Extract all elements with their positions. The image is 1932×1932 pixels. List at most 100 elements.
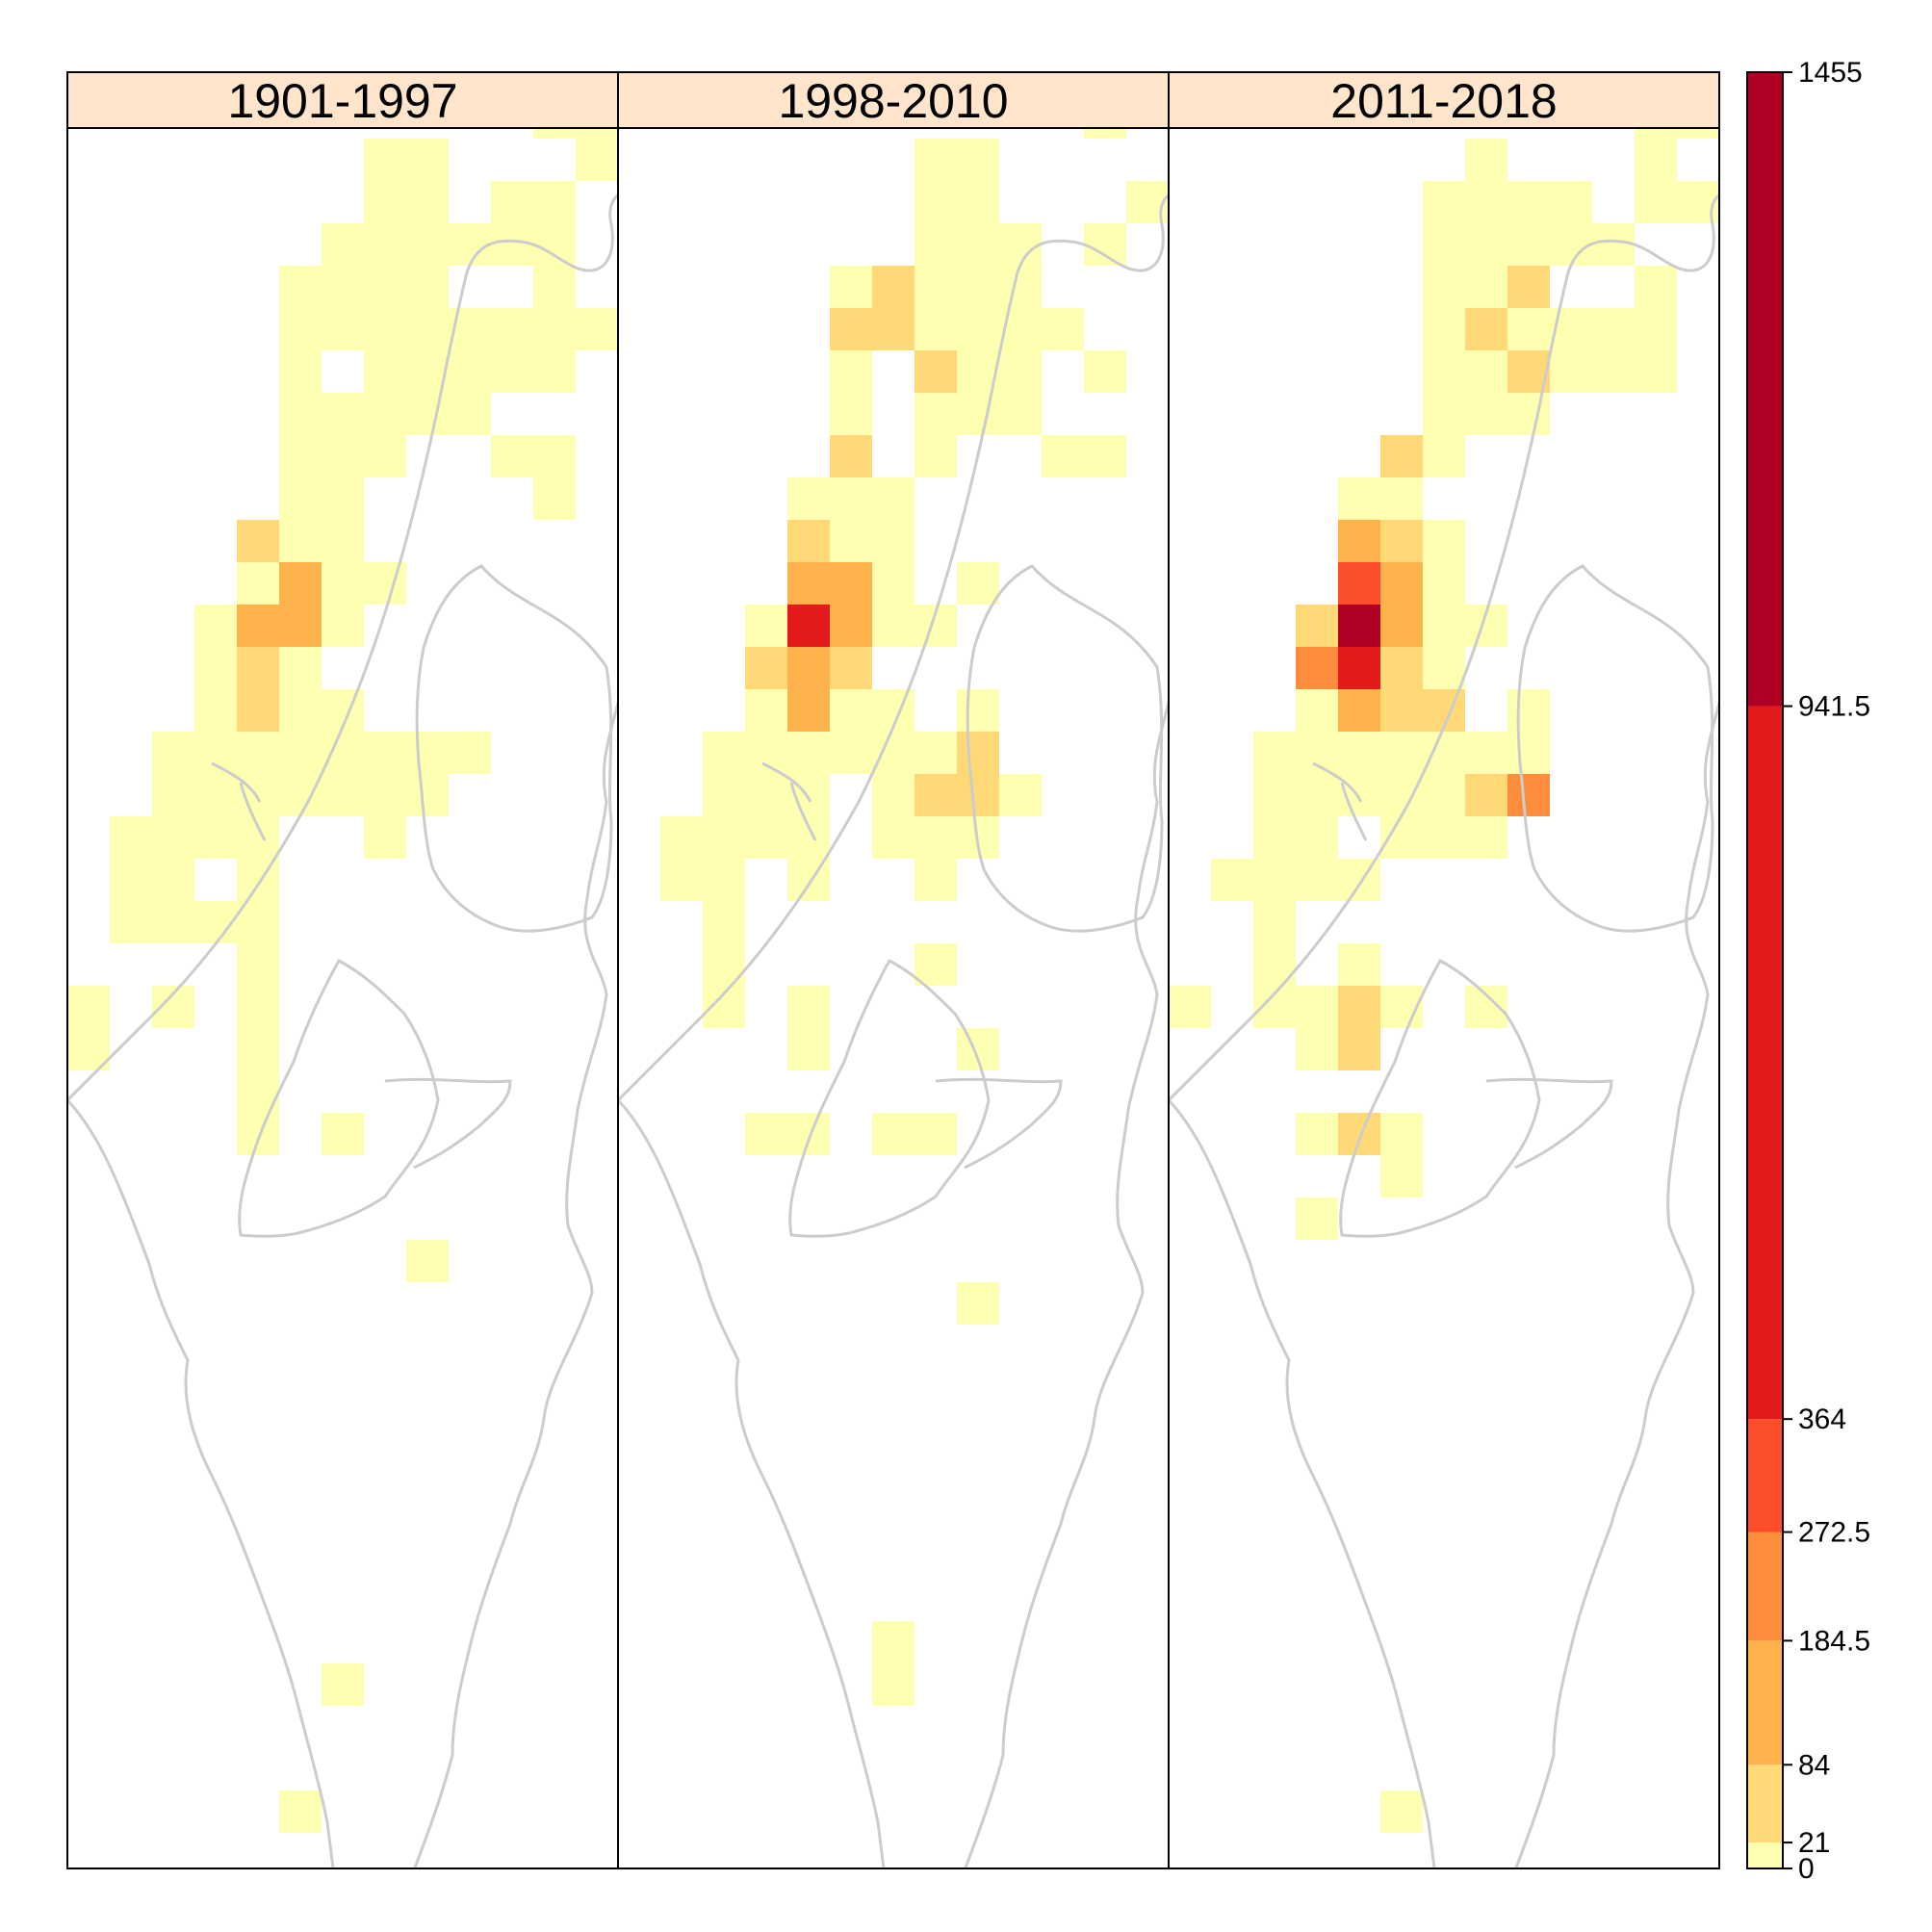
heatmap-cell xyxy=(957,266,999,308)
heatmap-cell xyxy=(1338,1028,1380,1070)
strip-background xyxy=(617,71,1170,129)
heatmap-cell xyxy=(1296,732,1338,774)
heatmap-cell xyxy=(1253,816,1296,859)
heatmap-cell xyxy=(1423,732,1465,774)
heatmap-cell xyxy=(364,435,406,477)
heatmap-cell xyxy=(279,266,322,308)
heatmap-cell xyxy=(1296,859,1338,901)
heatmap-cell xyxy=(406,223,449,266)
heatmap-cell xyxy=(110,901,152,943)
heatmap-cell xyxy=(194,774,237,816)
heatmap-cell xyxy=(787,562,830,605)
heatmap-cell xyxy=(957,139,999,181)
heatmap-cell xyxy=(1296,1198,1338,1240)
panel-2011-2018: 2011-2018 xyxy=(1168,71,1720,1869)
heatmap-cell xyxy=(237,1113,279,1155)
heatmap-cell xyxy=(1338,732,1380,774)
heatmap-cell xyxy=(194,647,237,689)
heatmap-cell xyxy=(830,647,872,689)
heatmap-cell xyxy=(1253,943,1296,986)
heatmap-cell xyxy=(1423,816,1465,859)
heatmap-cell xyxy=(1423,774,1465,816)
heatmap-cell xyxy=(1338,477,1380,520)
color-key-label: 1455 xyxy=(1798,57,1863,89)
heatmap-cell xyxy=(576,308,618,350)
heatmap-cell xyxy=(1465,816,1507,859)
heatmap-cell xyxy=(406,139,449,181)
heatmap-cell xyxy=(1042,308,1084,350)
heatmap-cell xyxy=(1338,562,1380,605)
heatmap-cell xyxy=(1042,435,1084,477)
heatmap-cell xyxy=(110,859,152,901)
heatmap-cell xyxy=(914,943,957,986)
heatmap-cell xyxy=(1423,605,1465,647)
heatmap-cell xyxy=(1253,774,1296,816)
heatmap-cell xyxy=(745,816,787,859)
heatmap-cell xyxy=(1465,393,1507,435)
heatmap-cell xyxy=(914,223,957,266)
heatmap-cell xyxy=(703,859,745,901)
panel-title: 2011-2018 xyxy=(1330,74,1557,128)
heatmap-cell xyxy=(914,308,957,350)
heatmap-cell xyxy=(533,181,576,223)
heatmap-cell xyxy=(830,562,872,605)
cell-layer xyxy=(1169,128,1719,1833)
color-key-bin xyxy=(1747,1842,1783,1868)
heatmap-cell xyxy=(914,774,957,816)
heatmap-cell xyxy=(279,647,322,689)
color-key-bin xyxy=(1747,72,1783,707)
heatmap-cell xyxy=(576,139,618,181)
heatmap-cell xyxy=(1253,732,1296,774)
heatmap-cell xyxy=(1296,816,1338,859)
color-key-label: 84 xyxy=(1798,1749,1830,1781)
heatmap-cell xyxy=(1423,435,1465,477)
heatmap-cell xyxy=(1296,986,1338,1028)
heatmap-cell xyxy=(1296,647,1338,689)
heatmap-cell xyxy=(1338,647,1380,689)
heatmap-cell xyxy=(152,901,194,943)
heatmap-cell xyxy=(872,1663,914,1706)
heatmap-cell xyxy=(279,732,322,774)
heatmap-cell xyxy=(1380,477,1423,520)
heatmap-cell xyxy=(194,689,237,732)
heatmap-cell xyxy=(194,816,237,859)
heatmap-cell xyxy=(999,774,1042,816)
heatmap-cell xyxy=(914,393,957,435)
heatmap-cell xyxy=(787,986,830,1028)
heatmap-cell xyxy=(491,350,533,393)
heatmap-cell xyxy=(449,732,491,774)
heatmap-cell xyxy=(152,859,194,901)
heatmap-cell xyxy=(703,943,745,986)
panel-1901-1997: 1901-1997 xyxy=(66,71,619,1869)
heatmap-cell xyxy=(364,266,406,308)
heatmap-cell xyxy=(914,266,957,308)
heatmap-cell xyxy=(745,647,787,689)
heatmap-cell xyxy=(872,774,914,816)
heatmap-cell xyxy=(406,774,449,816)
heatmap-cell xyxy=(533,477,576,520)
heatmap-cell xyxy=(406,732,449,774)
heatmap-cell xyxy=(194,605,237,647)
heatmap-cell xyxy=(787,732,830,774)
heatmap-cell xyxy=(533,308,576,350)
heatmap-cell xyxy=(872,816,914,859)
heatmap-cell xyxy=(1084,435,1126,477)
heatmap-cell xyxy=(1296,774,1338,816)
heatmap-cell xyxy=(1338,520,1380,562)
heatmap-cell xyxy=(364,223,406,266)
heatmap-cell xyxy=(830,477,872,520)
heatmap-cell xyxy=(787,859,830,901)
color-key-bin xyxy=(1747,706,1783,1420)
heatmap-cell xyxy=(322,393,364,435)
heatmap-cell xyxy=(1465,223,1507,266)
heatmap-cell xyxy=(787,1113,830,1155)
heatmap-cell xyxy=(914,816,957,859)
heatmap-cell xyxy=(1380,689,1423,732)
heatmap-cell xyxy=(787,605,830,647)
heatmap-cell xyxy=(1338,859,1380,901)
heatmap-cell xyxy=(872,266,914,308)
heatmap-cell xyxy=(364,562,406,605)
heatmap-cell xyxy=(1084,223,1126,266)
heatmap-cell xyxy=(1296,605,1338,647)
heatmap-cell xyxy=(1423,266,1465,308)
